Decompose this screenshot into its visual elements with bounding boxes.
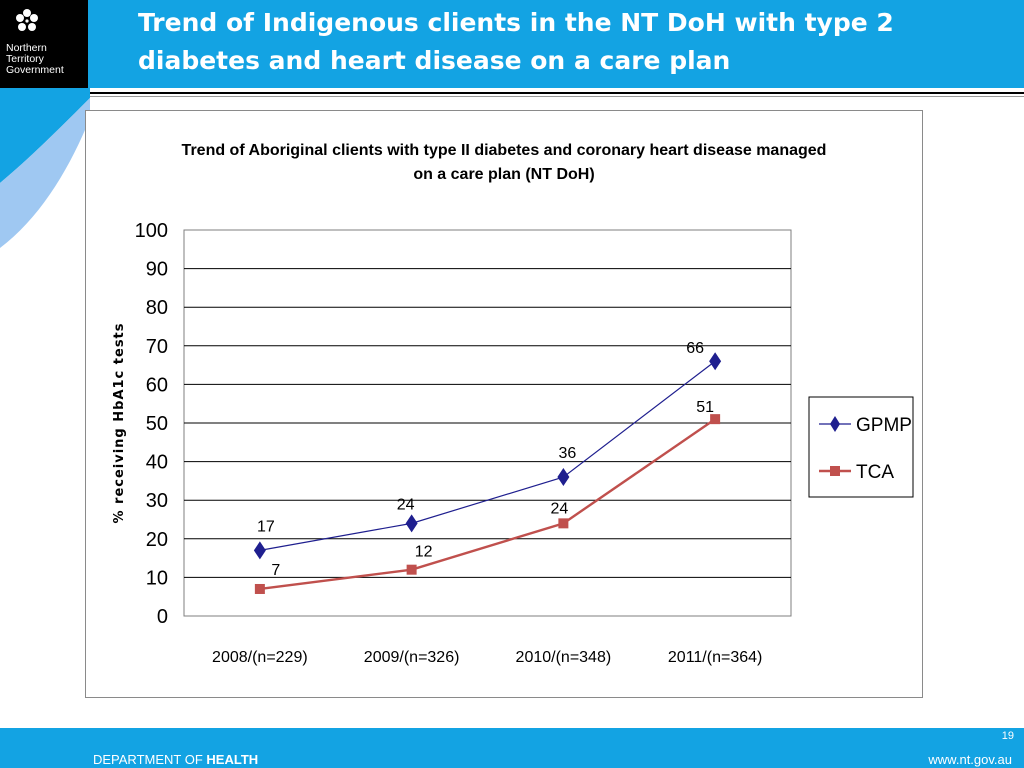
y-tick-label: 70 — [146, 336, 168, 358]
x-tick-labels: 2008/(n=229) 2009/(n=326) 2010/(n=348) 2011… — [212, 649, 762, 666]
y-tick-label: 20 — [146, 529, 168, 551]
y-tick-labels: 0 10 20 30 40 50 60 70 80 90 100 — [135, 220, 168, 628]
logo-text: Northern Territory Government — [6, 42, 64, 76]
header-bar: Northern Territory Government Trend of I… — [0, 0, 1024, 88]
data-point-tca — [710, 414, 721, 425]
header-rule — [90, 92, 1024, 94]
footer-url[interactable]: www.nt.gov.au — [928, 752, 1012, 767]
slide-title: Trend of Indigenous clients in the NT Do… — [138, 8, 894, 75]
y-tick-label: 90 — [146, 259, 168, 281]
flower-emblem-icon — [16, 9, 38, 31]
footer-dept-bold: HEALTH — [206, 752, 259, 767]
footer-department: DEPARTMENT OF HEALTH — [93, 752, 258, 767]
side-decoration — [0, 88, 90, 248]
y-tick-label: 80 — [146, 297, 168, 319]
y-tick-label: 0 — [157, 606, 168, 628]
chart-title-line: Trend of Aboriginal clients with type II… — [182, 142, 827, 159]
series-line-tca — [259, 418, 716, 591]
data-label-gpmp: 66 — [686, 340, 704, 357]
y-axis-label: % receiving HbA1c tests — [112, 322, 127, 523]
data-point-gpmp — [253, 541, 266, 560]
footer-dept-prefix: DEPARTMENT OF — [93, 752, 207, 767]
data-label-tca: 12 — [415, 544, 433, 561]
data-point-gpmp — [405, 514, 418, 533]
y-tick-label: 10 — [146, 567, 168, 589]
legend-marker-tca — [830, 466, 840, 476]
footer-bar: 19 DEPARTMENT OF HEALTH www.nt.gov.au — [0, 728, 1024, 768]
x-tick-label: 2010/(n=348) — [516, 649, 612, 666]
data-label-gpmp: 36 — [558, 445, 576, 462]
x-tick-label: 2011/(n=364) — [668, 649, 762, 666]
page-number: 19 — [1001, 730, 1014, 742]
line-chart: Trend of Aboriginal clients with type II… — [112, 142, 914, 666]
chart-frame: Trend of Aboriginal clients with type II… — [85, 110, 923, 698]
data-point-tca — [254, 583, 265, 594]
series-line-gpmp — [259, 360, 716, 551]
gridlines — [183, 229, 792, 617]
data-point-tca — [558, 518, 569, 529]
header-rule-thin — [90, 96, 1024, 97]
data-label-gpmp: 17 — [257, 518, 275, 535]
data-point-gpmp — [709, 352, 722, 371]
y-tick-label: 100 — [135, 220, 168, 242]
legend-box — [808, 396, 914, 498]
legend-marker-gpmp — [830, 416, 840, 432]
y-tick-label: 50 — [146, 413, 168, 435]
legend-label-gpmp: GPMP — [856, 415, 912, 436]
legend-label-tca: TCA — [856, 462, 894, 483]
data-label-tca: 7 — [271, 562, 280, 579]
series-layer: 17 24 36 66 7 12 24 51 — [253, 340, 722, 594]
y-tick-label: 60 — [146, 374, 168, 396]
data-label-tca: 24 — [550, 500, 568, 517]
chart-title-line: on a care plan (NT DoH) — [413, 166, 594, 183]
data-point-tca — [406, 564, 417, 575]
x-tick-label: 2009/(n=326) — [364, 649, 460, 666]
y-tick-label: 30 — [146, 490, 168, 512]
legend: GPMP TCA — [808, 396, 914, 498]
y-tick-label: 40 — [146, 452, 168, 474]
x-tick-label: 2008/(n=229) — [212, 649, 308, 666]
chart-title: Trend of Aboriginal clients with type II… — [182, 142, 827, 183]
data-label-tca: 51 — [696, 399, 714, 416]
data-point-gpmp — [557, 468, 570, 487]
data-label-gpmp: 24 — [397, 496, 415, 513]
nt-government-logo: Northern Territory Government — [0, 0, 88, 88]
